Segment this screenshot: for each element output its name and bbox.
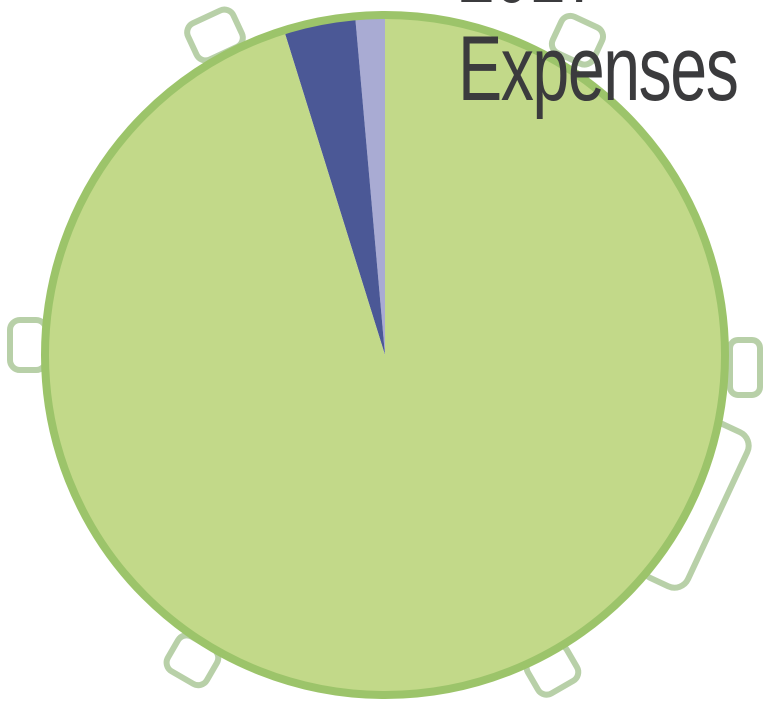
pie-slice: [44, 15, 725, 695]
pie-rim: [41, 11, 729, 699]
slices: [44, 15, 725, 695]
pie-slice: [355, 15, 385, 355]
pie-slice: [284, 16, 385, 355]
chart-title: 2017 Expenses: [458, 0, 739, 120]
